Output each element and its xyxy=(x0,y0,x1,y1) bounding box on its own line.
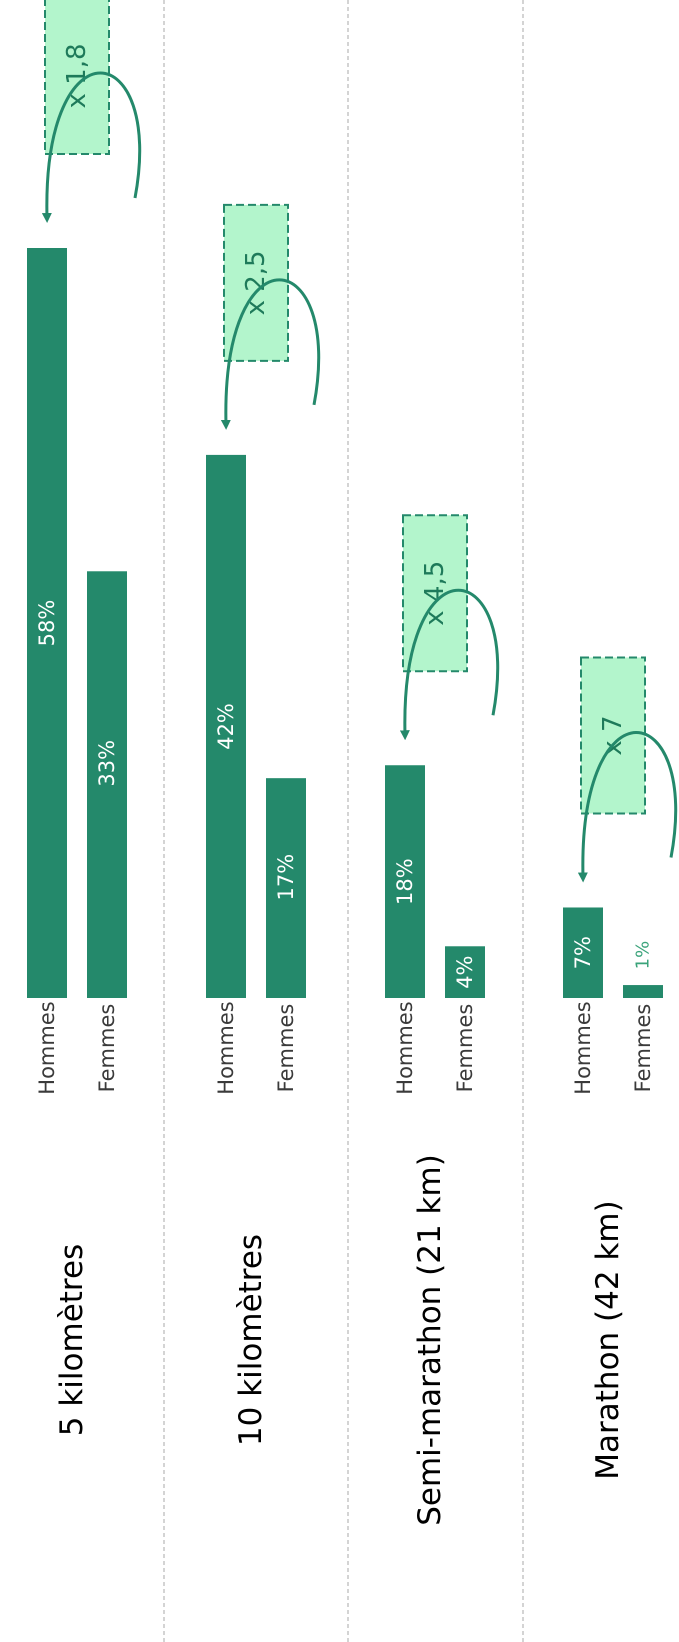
category-title: Marathon (42 km) xyxy=(590,1200,626,1479)
bar-femmes xyxy=(266,778,306,998)
ratio-arrow xyxy=(41,71,142,223)
value-label-femmes: 1% xyxy=(633,941,654,970)
bar-hommes xyxy=(563,907,603,998)
category-title: 5 kilomètres xyxy=(54,1244,90,1436)
label-femmes: Femmes xyxy=(631,1004,655,1093)
label-hommes: Hommes xyxy=(571,1001,595,1094)
label-femmes: Femmes xyxy=(95,1004,119,1093)
value-label-hommes: 7% xyxy=(571,936,595,969)
category-title: 10 kilomètres xyxy=(233,1234,269,1446)
label-hommes: Hommes xyxy=(214,1001,238,1094)
ratio-arrow xyxy=(577,731,678,883)
value-label-femmes: 17% xyxy=(274,854,298,901)
ratio-arrow xyxy=(220,278,321,430)
bar-femmes xyxy=(623,985,663,998)
value-label-hommes: 42% xyxy=(214,703,238,750)
label-hommes: Hommes xyxy=(35,1001,59,1094)
label-femmes: Femmes xyxy=(274,1004,298,1093)
label-femmes: Femmes xyxy=(453,1004,477,1093)
category-title: Semi-marathon (21 km) xyxy=(412,1154,448,1526)
value-label-hommes: 18% xyxy=(393,858,417,905)
bar-femmes xyxy=(87,571,127,998)
bar-hommes xyxy=(385,765,425,998)
bar-hommes xyxy=(206,454,246,998)
ratio-arrow xyxy=(399,588,500,741)
value-label-hommes: 58% xyxy=(35,600,59,647)
value-label-femmes: 33% xyxy=(95,740,119,787)
bar-femmes xyxy=(445,946,485,998)
label-hommes: Hommes xyxy=(393,1001,417,1094)
bar-hommes xyxy=(27,248,67,998)
value-label-femmes: 4% xyxy=(453,955,477,988)
